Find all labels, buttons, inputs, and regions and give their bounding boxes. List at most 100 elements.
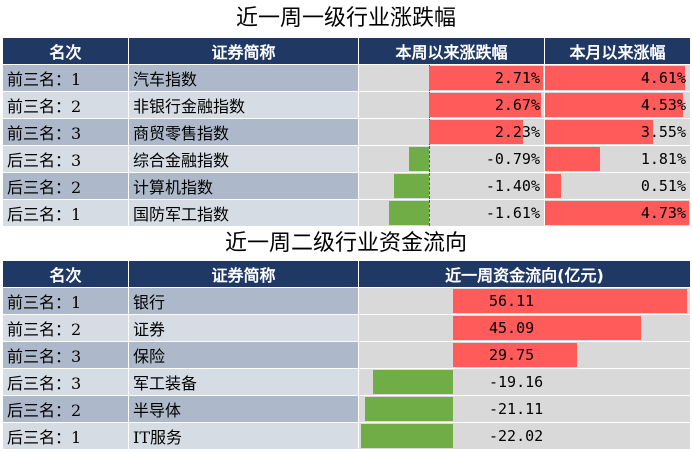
name-cell: IT服务 (128, 422, 359, 450)
week-change-cell: -1.40% (358, 172, 545, 200)
rank-cell: 前三名：1 (2, 64, 129, 92)
fund-flow-cell: 56.11 (358, 287, 691, 315)
week-change-cell-value: 2.23% (494, 123, 540, 141)
table-row: 后三名：2 半导体 -21.11 (2, 395, 691, 423)
fund-flow-cell-value: 45.09 (489, 319, 535, 337)
week-change-cell: 2.23% (358, 118, 545, 146)
name-cell: 非银行金融指数 (128, 91, 359, 119)
month-change-cell: 4.53% (544, 91, 691, 119)
rank-cell: 前三名：3 (2, 341, 129, 369)
fund-flow-cell-value: -22.02 (489, 427, 544, 445)
fund-flow-cell-value: -21.11 (489, 400, 544, 418)
rank-cell: 后三名：3 (2, 145, 129, 173)
fund-flow-cell-bar (364, 397, 453, 421)
fund-flow-cell-bar (372, 370, 453, 394)
header-name: 证券简称 (128, 260, 359, 288)
fund-flow-cell-bar (361, 424, 453, 448)
month-change-cell-bar (545, 201, 689, 225)
zero-axis (429, 200, 430, 226)
header-rank: 名次 (2, 260, 129, 288)
month-change-cell: 3.55% (544, 118, 691, 146)
fund-flow-cell-bar (453, 343, 578, 367)
month-change-cell-bar (545, 147, 601, 171)
name-cell: 证券 (128, 314, 359, 342)
fund-flow-cell: -22.02 (358, 422, 691, 450)
header-month-change: 本月以来涨幅 (544, 37, 691, 65)
header-name: 证券简称 (128, 37, 359, 65)
week-change-cell-bar (393, 174, 429, 198)
month-change-cell-value: 3.55% (640, 123, 686, 141)
name-cell: 军工装备 (128, 368, 359, 396)
rank-cell: 前三名：3 (2, 118, 129, 146)
week-change-cell-value: -0.79% (485, 150, 540, 168)
month-change-cell-value: 0.51% (640, 177, 686, 195)
table-row: 前三名：3 保险 29.75 (2, 341, 691, 369)
month-change-cell: 4.61% (544, 64, 691, 92)
week-change-cell-value: 2.71% (494, 69, 540, 87)
fund-flow-cell: 29.75 (358, 341, 691, 369)
name-cell: 半导体 (128, 395, 359, 423)
month-change-cell: 0.51% (544, 172, 691, 200)
weekly-fund-flow-title: 近一周二级行业资金流向 (224, 231, 467, 256)
fund-flow-cell-bar (453, 316, 642, 340)
fund-flow-cell: -19.16 (358, 368, 691, 396)
table-row: 后三名：3 军工装备 -19.16 (2, 368, 691, 396)
week-change-cell: -0.79% (358, 145, 545, 173)
month-change-cell-bar (545, 93, 683, 117)
table-row: 前三名：1 汽车指数 2.71% 4.61% (2, 64, 691, 92)
month-change-cell-value: 1.81% (640, 150, 686, 168)
rank-cell: 后三名：1 (2, 199, 129, 227)
name-cell: 计算机指数 (128, 172, 359, 200)
name-cell: 汽车指数 (128, 64, 359, 92)
header-week-change: 本周以来涨跌幅 (358, 37, 545, 65)
table-row: 后三名：2 计算机指数 -1.40% 0.51% (2, 172, 691, 200)
table-header-row: 名次 证券简称 近一周资金流向(亿元) (2, 260, 691, 288)
table-row: 后三名：1 国防军工指数 -1.61% 4.73% (2, 199, 691, 227)
rank-cell: 前三名：2 (2, 314, 129, 342)
rank-cell: 前三名：2 (2, 91, 129, 119)
fund-flow-cell-value: 56.11 (489, 292, 535, 310)
week-change-cell-bar (429, 120, 523, 144)
month-change-cell-bar (545, 120, 654, 144)
rank-cell: 后三名：3 (2, 368, 129, 396)
month-change-cell-value: 4.53% (640, 96, 686, 114)
week-change-cell-bar (409, 147, 429, 171)
name-cell: 银行 (128, 287, 359, 315)
month-change-cell-value: 4.73% (640, 204, 686, 222)
fund-flow-cell: 45.09 (358, 314, 691, 342)
rank-cell: 前三名：1 (2, 287, 129, 315)
table-row: 后三名：3 综合金融指数 -0.79% 1.81% (2, 145, 691, 173)
zero-axis (429, 146, 430, 172)
weekly-industry-change-title: 近一周一级行业涨跌幅 (235, 6, 456, 31)
weekly-fund-flow-table: 名次 证券简称 近一周资金流向(亿元) 前三名：1 银行 56.11 前三名：2 证券 4… (2, 260, 691, 450)
table-row: 前三名：2 非银行金融指数 2.67% 4.53% (2, 91, 691, 119)
week-change-cell-value: -1.40% (485, 177, 540, 195)
month-change-cell-bar (545, 66, 686, 90)
table-row: 前三名：3 商贸零售指数 2.23% 3.55% (2, 118, 691, 146)
week-change-cell: 2.67% (358, 91, 545, 119)
week-change-cell-value: 2.67% (494, 96, 540, 114)
week-change-cell-bar (429, 93, 542, 117)
week-change-cell-value: -1.61% (485, 204, 540, 222)
rank-cell: 后三名：1 (2, 422, 129, 450)
rank-cell: 后三名：2 (2, 172, 129, 200)
month-change-cell: 4.73% (544, 199, 691, 227)
week-change-cell-bar (429, 66, 543, 90)
weekly-industry-change-table: 名次 证券简称 本周以来涨跌幅 本月以来涨幅 前三名：1 汽车指数 2.71% 4.6… (2, 37, 691, 227)
name-cell: 保险 (128, 341, 359, 369)
month-change-cell-bar (545, 174, 561, 198)
fund-flow-cell: -21.11 (358, 395, 691, 423)
fund-flow-cell-value: -19.16 (489, 373, 544, 391)
fund-flow-cell-value: 29.75 (489, 346, 535, 364)
week-change-cell: -1.61% (358, 199, 545, 227)
header-fund-flow: 近一周资金流向(亿元) (358, 260, 691, 288)
zero-axis (429, 173, 430, 199)
name-cell: 商贸零售指数 (128, 118, 359, 146)
fund-flow-cell-bar (453, 289, 687, 313)
header-rank: 名次 (2, 37, 129, 65)
table-row: 前三名：2 证券 45.09 (2, 314, 691, 342)
name-cell: 综合金融指数 (128, 145, 359, 173)
table-row: 前三名：1 银行 56.11 (2, 287, 691, 315)
week-change-cell-bar (388, 201, 429, 225)
table-header-row: 名次 证券简称 本周以来涨跌幅 本月以来涨幅 (2, 37, 691, 65)
